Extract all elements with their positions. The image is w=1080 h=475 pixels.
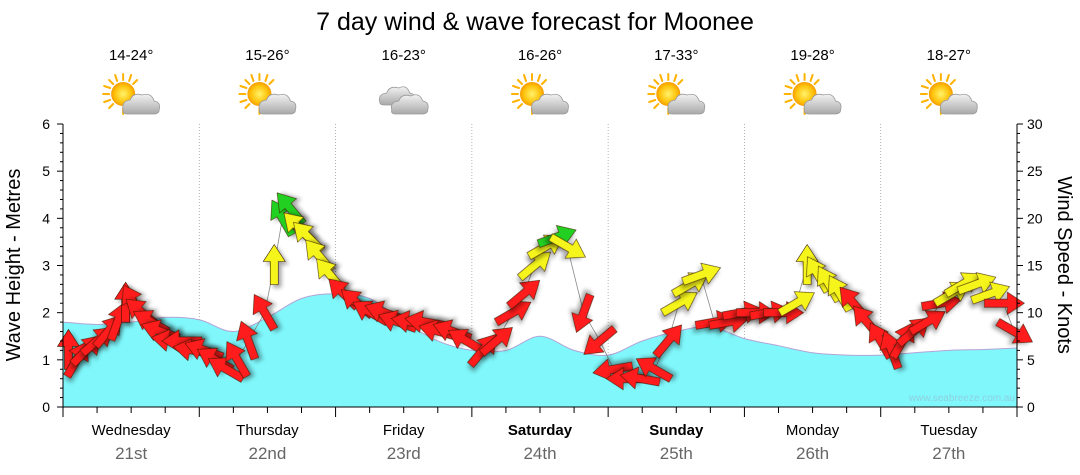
sun-cloud-icon xyxy=(238,73,297,115)
wind-arrow xyxy=(681,262,722,286)
wave-height-line xyxy=(62,293,1018,356)
right-tick-label: 0 xyxy=(1027,399,1035,415)
left-tick-label: 3 xyxy=(42,258,50,274)
right-tick-label: 25 xyxy=(1027,163,1043,179)
day-date-label: 25th xyxy=(660,444,693,463)
temperature-label: 17-33° xyxy=(654,47,698,64)
wind-arrow xyxy=(619,366,661,390)
day-date-label: 27th xyxy=(932,444,965,463)
wind-arrow xyxy=(995,318,1033,344)
temperature-label: 15-26° xyxy=(245,47,289,64)
temperature-label: 14-24° xyxy=(109,47,153,64)
wind-arrow xyxy=(225,341,251,379)
right-tick-label: 20 xyxy=(1027,210,1043,226)
wind-arrow xyxy=(478,327,513,357)
right-tick-label: 5 xyxy=(1027,352,1035,368)
left-tick-label: 6 xyxy=(42,116,50,132)
wind-connector xyxy=(599,340,614,370)
wind-arrow xyxy=(236,320,259,361)
wind-arrow xyxy=(984,291,1025,315)
day-date-label: 21st xyxy=(115,444,147,463)
wind-arrow xyxy=(635,357,674,383)
sun-cloud-icon xyxy=(919,73,979,115)
wind-arrow xyxy=(506,279,541,310)
wind-arrow xyxy=(908,310,946,336)
left-tick-label: 2 xyxy=(42,305,50,321)
day-date-label: 24th xyxy=(523,444,556,463)
temperature-label: 18-27° xyxy=(927,47,971,64)
wind-arrows xyxy=(56,192,1033,391)
wind-arrow xyxy=(252,294,279,332)
y-axis-label-right: Wind Speed - Knots xyxy=(1053,176,1075,354)
left-tick-label: 5 xyxy=(42,163,50,179)
day-name-label: Friday xyxy=(383,422,425,439)
left-tick-label: 1 xyxy=(42,352,50,368)
wind-arrow xyxy=(583,325,618,355)
temperature-label: 16-23° xyxy=(382,47,426,64)
sun-cloud-icon xyxy=(102,73,161,115)
chart-title: 7 day wind & wave forecast for Moonee xyxy=(316,8,754,36)
right-tick-label: 10 xyxy=(1027,305,1043,321)
day-date-label: 26th xyxy=(796,444,829,463)
left-tick-label: 0 xyxy=(42,399,50,415)
wave-height-area xyxy=(63,293,1017,407)
wind-arrow xyxy=(571,293,595,333)
wind-arrow xyxy=(652,324,682,359)
sun-cloud-icon xyxy=(783,73,843,115)
plot-area: 0 1 2 3 4 5 6 0 5 10 15 20 25 30 xyxy=(42,116,1043,417)
wind-arrow xyxy=(548,233,586,259)
cloud-icon xyxy=(378,86,429,115)
credit-text: www.seabreeze.com.au xyxy=(908,393,1015,404)
day-name-label: Saturday xyxy=(508,422,573,439)
temperature-label: 19-28° xyxy=(790,47,834,64)
right-tick-label: 15 xyxy=(1027,258,1043,274)
wind-arrow xyxy=(777,291,815,317)
y-axis-label-left: Wave Height - Metres xyxy=(3,169,25,362)
day-headers: 14-24° 15-26° 16-23° 16-26° 17-33° 19-28° 18-2… xyxy=(102,47,979,115)
day-name-label: Tuesday xyxy=(920,422,977,439)
day-name-label: Wednesday xyxy=(92,422,171,439)
day-date-label: 23rd xyxy=(387,444,421,463)
left-tick-label: 4 xyxy=(42,210,50,226)
wind-arrow xyxy=(262,243,286,285)
temperature-label: 16-26° xyxy=(518,47,562,64)
sun-cloud-icon xyxy=(647,73,706,115)
day-name-label: Thursday xyxy=(236,422,299,439)
day-axis-labels: Wednesday 21st Thursday 22nd Friday 23rd Satur… xyxy=(92,422,978,463)
day-name-label: Monday xyxy=(786,422,840,439)
right-tick-label: 30 xyxy=(1027,116,1043,132)
day-name-label: Sunday xyxy=(649,422,704,439)
sun-cloud-icon xyxy=(511,73,570,115)
axes: 0 1 2 3 4 5 6 0 5 10 15 20 25 30 xyxy=(42,116,1043,417)
day-date-label: 22nd xyxy=(249,444,287,463)
